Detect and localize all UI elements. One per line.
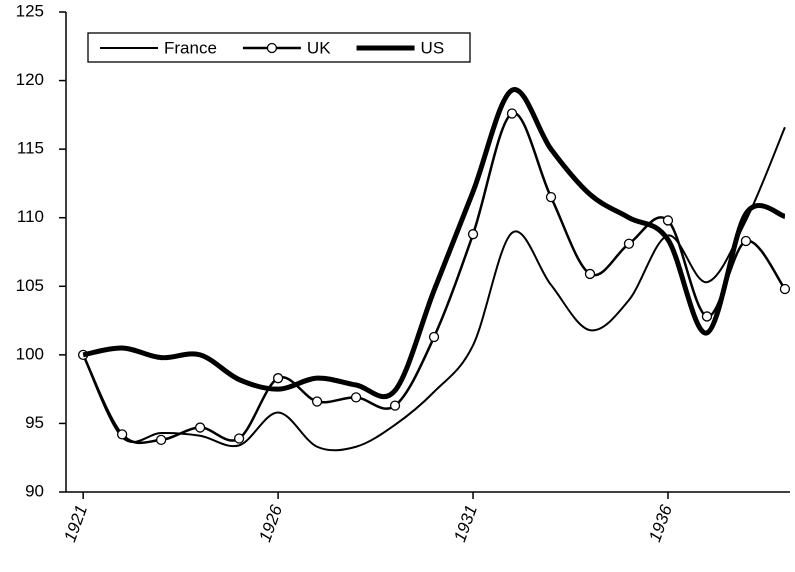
marker	[467, 229, 479, 240]
legend-label: UK	[307, 38, 331, 57]
line	[82, 126, 786, 452]
marker	[779, 283, 791, 295]
marker	[155, 434, 167, 446]
marker	[350, 392, 362, 403]
y-tick-label: 95	[25, 413, 44, 432]
legend-label: France	[164, 38, 217, 57]
marker	[389, 400, 401, 411]
marker	[740, 235, 752, 247]
marker	[272, 373, 284, 384]
marker	[428, 331, 440, 343]
marker	[194, 422, 206, 433]
marker	[233, 433, 245, 444]
y-tick-label: 100	[16, 344, 44, 363]
x-tick-label: 1921	[60, 502, 91, 544]
y-tick-label: 120	[16, 70, 44, 89]
y-tick-label: 90	[25, 481, 44, 500]
marker	[545, 191, 557, 203]
x-tick-label: 1931	[450, 502, 481, 544]
y-tick-label: 115	[17, 139, 44, 158]
marker	[701, 311, 713, 322]
legend-marker	[266, 42, 278, 54]
marker	[311, 396, 323, 407]
x-tick-label: 1926	[255, 502, 286, 545]
y-tick-label: 125	[16, 1, 44, 20]
marker	[623, 238, 635, 249]
y-tick-label: 110	[17, 207, 44, 226]
marker	[584, 268, 596, 280]
marker	[506, 108, 518, 119]
x-tick-label: 1936	[645, 502, 676, 545]
marker	[662, 215, 674, 226]
y-tick-label: 105	[16, 276, 44, 295]
marker	[116, 429, 128, 440]
line	[82, 112, 786, 445]
legend-label: US	[421, 38, 445, 57]
line	[82, 87, 786, 400]
